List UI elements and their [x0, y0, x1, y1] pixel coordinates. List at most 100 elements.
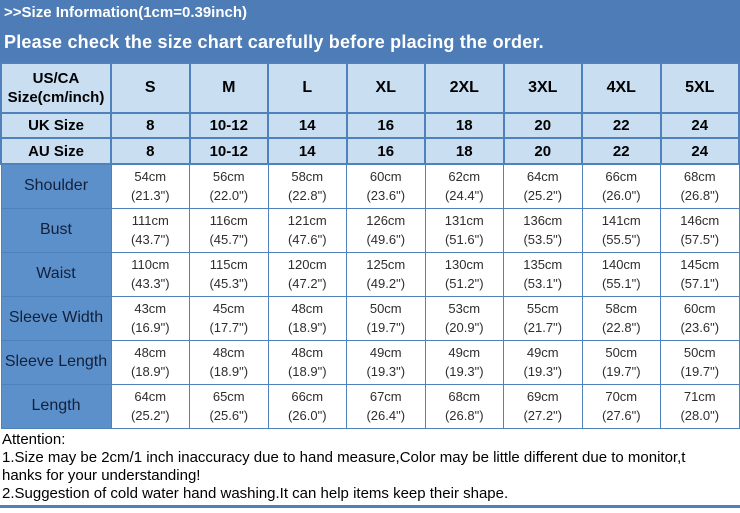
measure-cell: 66cm (26.0") — [581, 163, 661, 209]
inch-value: (49.6") — [366, 232, 406, 247]
inch-value: (57.1") — [680, 276, 720, 291]
measure-cell: 71cm (28.0") — [660, 383, 740, 429]
inch-value: (16.9") — [130, 320, 170, 335]
measure-cell: 58cm (22.8") — [267, 163, 347, 209]
measure-cell: 49cm (19.3") — [346, 339, 426, 385]
au-size-value: 16 — [345, 137, 426, 165]
measure-cell: 116cm (45.7") — [189, 207, 269, 253]
inch-value: (45.7") — [209, 232, 249, 247]
inch-value: (22.8") — [287, 188, 327, 204]
size-column-header: 2XL — [424, 62, 505, 114]
measure-cell: 125cm (49.2") — [346, 251, 426, 297]
cm-value: 56cm — [212, 169, 245, 185]
size-column-header: M — [188, 62, 269, 114]
inch-value: (57.5") — [680, 232, 720, 247]
inch-value: (47.2") — [287, 276, 327, 291]
measure-cell: 48cm (18.9") — [267, 295, 347, 341]
corner-line1: US/CA — [32, 70, 80, 87]
inch-value: (18.9") — [209, 364, 249, 379]
uk-size-value: 14 — [267, 112, 348, 139]
shoulder-row: Shoulder 54cm (21.3") 56cm (22.0") 58cm (22… — [0, 163, 740, 209]
cm-value: 45cm — [212, 301, 245, 316]
inch-value: (22.8") — [601, 320, 641, 335]
measure-cell: 48cm (18.9") — [110, 339, 190, 385]
measure-label: Bust — [0, 207, 112, 253]
inch-value: (26.0") — [601, 188, 641, 204]
inch-value: (51.6") — [444, 232, 484, 247]
measure-cell: 69cm (27.2") — [503, 383, 583, 429]
cm-value: 64cm — [526, 169, 559, 185]
cm-value: 140cm — [601, 257, 641, 272]
measure-cell: 66cm (26.0") — [267, 383, 347, 429]
cm-value: 49cm — [526, 345, 559, 360]
cm-value: 66cm — [291, 389, 324, 404]
inch-value: (18.9") — [130, 364, 170, 379]
note-line-1: 1.Size may be 2cm/1 inch inaccuracy due … — [2, 448, 686, 466]
inch-value: (25.2") — [130, 408, 170, 423]
measure-cell: 50cm (19.7") — [346, 295, 426, 341]
au-size-row: AU Size 8 10-12 14 16 18 20 22 24 — [0, 137, 740, 165]
au-size-value: 10-12 — [188, 137, 269, 165]
measure-cell: 70cm (27.6") — [581, 383, 661, 429]
uk-size-value: 16 — [345, 112, 426, 139]
cm-value: 60cm — [683, 301, 716, 316]
cm-value: 110cm — [131, 257, 170, 272]
cm-value: 62cm — [448, 169, 481, 185]
cm-value: 48cm — [134, 345, 167, 360]
measure-label: Waist — [0, 251, 112, 297]
cm-value: 48cm — [212, 345, 245, 360]
size-column-header: L — [267, 62, 348, 114]
cm-value: 70cm — [605, 389, 638, 404]
uk-size-value: 18 — [424, 112, 505, 139]
measure-cell: 111cm (43.7") — [110, 207, 190, 253]
cm-value: 135cm — [523, 257, 563, 272]
inch-value: (21.7") — [523, 320, 563, 335]
inch-value: (25.2") — [523, 188, 563, 204]
inch-value: (19.7") — [680, 364, 720, 379]
cm-value: 145cm — [680, 257, 720, 272]
measure-cell: 146cm (57.5") — [660, 207, 740, 253]
au-size-label: AU Size — [0, 137, 112, 165]
cm-value: 126cm — [366, 213, 406, 228]
cm-value: 54cm — [134, 169, 167, 185]
measure-cell: 54cm (21.3") — [110, 163, 190, 209]
inch-value: (53.5") — [523, 232, 563, 247]
cm-value: 43cm — [134, 301, 167, 316]
cm-value: 58cm — [605, 301, 638, 316]
inch-value: (24.4") — [444, 188, 484, 204]
inch-value: (22.0") — [209, 188, 249, 204]
cm-value: 68cm — [683, 169, 716, 185]
cm-value: 69cm — [526, 389, 559, 404]
inch-value: (26.8") — [680, 188, 720, 204]
inch-value: (53.1") — [523, 276, 563, 291]
cm-value: 49cm — [369, 345, 402, 360]
attention-heading: Attention: — [2, 430, 66, 448]
size-info-heading: >>Size Information(1cm=0.39inch) — [4, 4, 247, 21]
size-column-header: 4XL — [581, 62, 662, 114]
measure-cell: 62cm (24.4") — [424, 163, 504, 209]
measure-cell: 67cm (26.4") — [346, 383, 426, 429]
note-line-1-cont: hanks for your understanding! — [2, 466, 201, 484]
measure-cell: 140cm (55.1") — [581, 251, 661, 297]
sleeve-length-row: Sleeve Length 48cm (18.9") 48cm (18.9") 48… — [0, 339, 740, 385]
cm-value: 53cm — [448, 301, 481, 316]
measure-label: Shoulder — [0, 163, 112, 209]
measure-cell: 126cm (49.6") — [346, 207, 426, 253]
measure-cell: 136cm (53.5") — [503, 207, 583, 253]
measure-cell: 64cm (25.2") — [503, 163, 583, 209]
inch-value: (26.0") — [287, 408, 327, 423]
cm-value: 49cm — [448, 345, 481, 360]
cm-value: 71cm — [683, 389, 716, 404]
cm-value: 67cm — [369, 389, 402, 404]
uk-size-row: UK Size 8 10-12 14 16 18 20 22 24 — [0, 112, 740, 139]
measure-cell: 60cm (23.6") — [660, 295, 740, 341]
measure-cell: 48cm (18.9") — [267, 339, 347, 385]
uk-size-value: 22 — [581, 112, 662, 139]
cm-value: 50cm — [369, 301, 402, 316]
inch-value: (19.3") — [444, 364, 484, 379]
inch-value: (20.9") — [444, 320, 484, 335]
cm-value: 50cm — [605, 345, 638, 360]
inch-value: (18.9") — [287, 320, 327, 335]
au-size-value: 8 — [110, 137, 191, 165]
inch-value: (43.3") — [130, 276, 170, 291]
